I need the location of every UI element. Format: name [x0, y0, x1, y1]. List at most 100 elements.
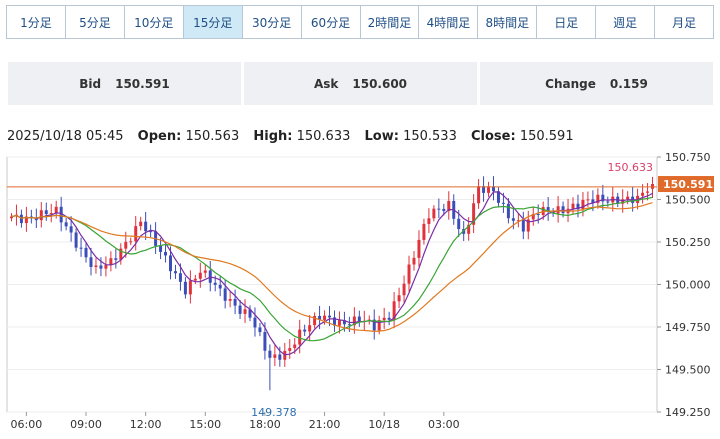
candle-body	[49, 213, 53, 215]
high-label: High:	[253, 129, 293, 144]
candle-body	[626, 196, 630, 200]
y-tick-label: 150.500	[665, 194, 711, 207]
candle-body	[347, 324, 351, 326]
x-tick-label: 21:00	[309, 418, 341, 431]
candle-body	[213, 282, 217, 285]
candle-body	[526, 219, 530, 232]
candle-body	[268, 350, 272, 358]
x-tick-label: 15:00	[189, 418, 221, 431]
bid-value: 150.591	[115, 76, 170, 91]
low-value: 150.533	[403, 129, 457, 144]
candle-body	[501, 202, 505, 204]
candle-body	[288, 348, 292, 351]
candle-body	[328, 315, 332, 318]
candle-body	[293, 344, 297, 349]
candle-body	[248, 309, 252, 318]
candle-body	[337, 320, 341, 326]
candle-body	[511, 218, 515, 221]
candle-body	[74, 232, 78, 248]
ask-value: 150.600	[352, 76, 408, 91]
candle-body	[54, 206, 58, 214]
last-price-label: 150.591	[663, 178, 713, 191]
candle-body	[9, 216, 13, 219]
candle-body	[69, 226, 73, 233]
candle-body	[198, 272, 202, 279]
candle-body	[571, 203, 575, 209]
bid-label: Bid	[79, 76, 102, 91]
candle-body	[218, 284, 222, 289]
tab-4[interactable]: 30分足	[242, 6, 302, 38]
candle-body	[516, 220, 520, 222]
high-value: 150.633	[296, 129, 351, 144]
tab-2[interactable]: 10分足	[124, 6, 184, 38]
candle-body	[233, 299, 237, 306]
low-label: Low:	[364, 129, 399, 144]
x-tick-label: 18:00	[249, 418, 281, 431]
candlestick-chart: 150.750 150.500 150.250 150.000 149.750 149.5…	[6, 151, 714, 431]
candle-body	[606, 201, 610, 203]
candle-body	[124, 241, 128, 249]
candle-body	[581, 199, 585, 210]
candle-body	[223, 288, 227, 301]
candle-body	[64, 222, 68, 227]
candle-body	[412, 257, 416, 265]
candle-body	[332, 317, 336, 326]
x-tick-label: 10/18	[368, 418, 400, 431]
candle-body	[149, 231, 153, 233]
candle-body	[44, 210, 48, 215]
low-marker-label: 149.378	[251, 406, 297, 419]
candle-body	[99, 265, 103, 269]
candle-body	[556, 206, 560, 214]
candle-body	[134, 226, 138, 242]
candle-body	[178, 273, 182, 282]
close-label: Close:	[471, 129, 516, 144]
candle-body	[496, 191, 500, 203]
candle-body	[372, 319, 376, 331]
tab-8[interactable]: 8時間足	[478, 6, 538, 38]
candle-body	[29, 216, 33, 218]
candle-body	[24, 216, 28, 224]
ma-long-line	[11, 202, 653, 333]
candle-body	[183, 281, 187, 295]
candle-body	[79, 247, 83, 249]
candle-body	[278, 354, 282, 360]
close-value: 150.591	[519, 129, 574, 144]
tab-7[interactable]: 4時間足	[419, 6, 479, 38]
candle-body	[536, 213, 540, 215]
ask-panel: Ask 150.600	[244, 62, 477, 105]
ohlc-info: 2025/10/18 05:45 Open: 150.563 High: 150…	[7, 129, 574, 144]
candle-body	[506, 203, 510, 219]
candle-body	[19, 214, 23, 224]
tab-5[interactable]: 60分足	[301, 6, 361, 38]
candle-body	[342, 320, 346, 325]
tab-11[interactable]: 月足	[655, 6, 714, 38]
x-tick-label: 09:00	[70, 418, 102, 431]
change-label: Change	[545, 76, 596, 91]
candle-body	[308, 325, 312, 332]
candle-body	[243, 309, 247, 314]
candle-body	[352, 316, 356, 326]
tab-6[interactable]: 2時間足	[360, 6, 420, 38]
candle-body	[273, 354, 277, 358]
candle-body	[601, 194, 605, 202]
open-label: Open:	[137, 129, 182, 144]
candle-body	[437, 208, 441, 210]
candle-body	[89, 257, 93, 267]
tab-9[interactable]: 日足	[537, 6, 597, 38]
candle-body	[477, 186, 481, 204]
tab-3[interactable]: 15分足	[183, 6, 243, 38]
candle-body	[531, 213, 535, 220]
candle-body	[188, 280, 192, 295]
tab-0[interactable]: 1分足	[7, 6, 66, 38]
candle-body	[298, 329, 302, 345]
ma-short-line	[11, 191, 653, 356]
candle-body	[129, 241, 133, 243]
candle-body	[427, 218, 431, 224]
candle-body	[228, 299, 232, 301]
timeframe-tabs: 1分足 5分足 10分足 15分足 30分足 60分足 2時間足 4時間足 8時間足 日足 週足 月足	[6, 5, 714, 39]
tab-1[interactable]: 5分足	[65, 6, 125, 38]
tab-10[interactable]: 週足	[596, 6, 656, 38]
candle-body	[59, 206, 63, 223]
candle-body	[521, 220, 525, 232]
candle-body	[482, 186, 486, 193]
